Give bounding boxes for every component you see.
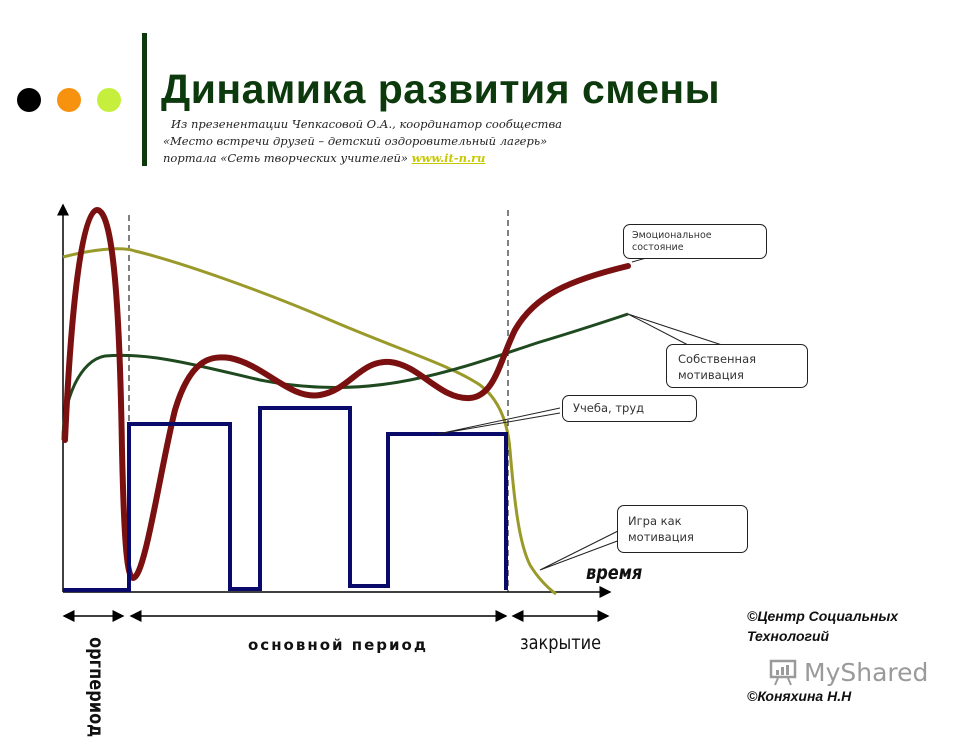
dot-black: [17, 88, 41, 112]
subtitle-line-3: портала «Сеть творческих учителей» www.i…: [163, 151, 486, 165]
callout-emotional-line-1: Эмоциональное: [632, 230, 712, 241]
subtitle-line-2: «Место встречи друзей – детский оздорови…: [163, 134, 548, 148]
credit-author: ©Коняхина Н.Н: [747, 688, 852, 704]
pointer-game: [539, 529, 621, 571]
period-label-close: закрытие: [520, 632, 602, 654]
watermark-text: MyShared: [804, 657, 929, 687]
period-label-main: основной период: [248, 636, 428, 654]
callout-game-line-2: мотивация: [628, 530, 694, 544]
source-link[interactable]: www.it-n.ru: [411, 151, 486, 165]
dot-lime: [97, 88, 121, 112]
page-title: Динамика развития смены: [161, 66, 721, 112]
callout-emotional-line-2: состояние: [632, 242, 684, 253]
series-game-motivation: [62, 247, 557, 596]
dot-orange: [57, 88, 81, 112]
watermark: MyShared: [768, 657, 928, 687]
callout-study-line-1: Учеба, труд: [573, 401, 645, 415]
pointer-study: [437, 407, 561, 435]
callout-game-line-1: Игра как: [628, 514, 682, 528]
callout-study-work: Учеба, труд: [562, 395, 697, 422]
credit-line-1: ©Центр Социальных: [747, 608, 899, 624]
callout-game-motivation: Игра как мотивация: [617, 505, 748, 553]
series-study-work: [63, 406, 508, 592]
period-label-org: оргпериод: [85, 637, 107, 737]
callout-motivation-line-2: мотивация: [678, 368, 744, 382]
presentation-icon: [769, 659, 797, 686]
pointer-motivation: [627, 313, 726, 347]
shift-dynamics-chart: [57, 203, 726, 622]
x-axis-label: время: [586, 562, 643, 584]
callout-emotional-state: Эмоциональное состояние: [623, 224, 767, 259]
series-own-motivation: [61, 312, 629, 441]
callout-motivation-line-1: Собственная: [678, 352, 757, 366]
credit-line-2: Технологий: [747, 628, 830, 644]
series-emotional-state: [62, 206, 631, 582]
subtitle-line-1: Из презенентации Чепкасовой О.А., коорди…: [171, 117, 563, 131]
callout-own-motivation: Собственная мотивация: [666, 344, 808, 388]
subtitle: Из презенентации Чепкасовой О.А., коорди…: [163, 116, 562, 167]
credit-center: ©Центр Социальных Технологий: [747, 606, 898, 646]
title-divider: [142, 33, 147, 166]
